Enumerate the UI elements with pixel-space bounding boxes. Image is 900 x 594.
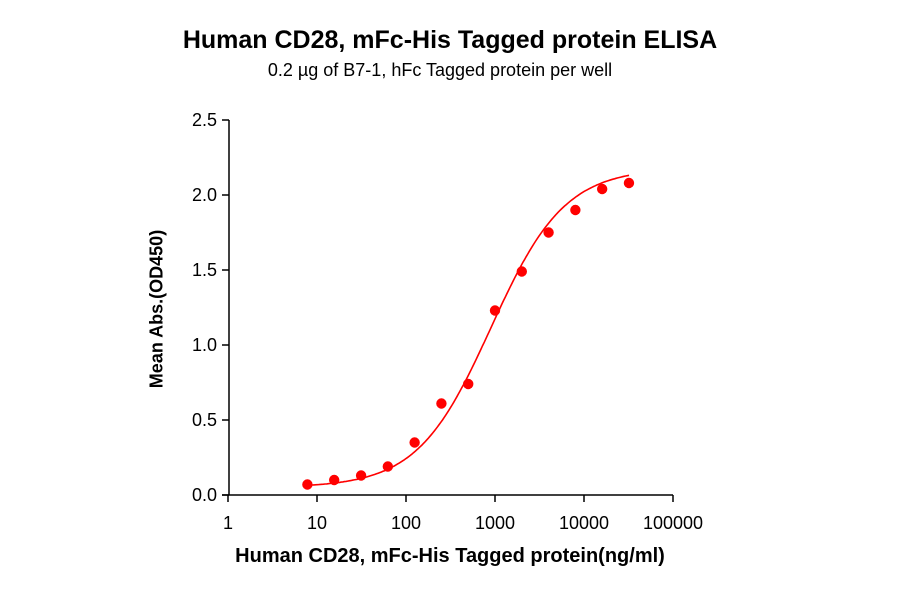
y-tick-label: 2.5: [192, 110, 217, 130]
data-point: [409, 437, 420, 448]
data-point: [543, 227, 554, 238]
y-tick-label: 1.5: [192, 260, 217, 280]
fit-curve: [307, 174, 630, 487]
x-tick-label: 10000: [559, 513, 609, 533]
x-tick-label: 1000: [475, 513, 515, 533]
data-point: [328, 474, 340, 486]
x-tick-label: 100000: [643, 513, 703, 533]
chart-subtitle: 0.2 µg of B7-1, hFc Tagged protein per w…: [267, 60, 613, 80]
data-point: [382, 461, 394, 472]
data-points: [302, 177, 635, 490]
data-point: [596, 183, 608, 195]
data-point: [570, 204, 581, 216]
data-point: [516, 266, 527, 277]
data-point: [436, 398, 447, 409]
x-tick-label: 100: [391, 513, 421, 533]
chart-title: Human CD28, mFc-His Tagged protein ELISA: [182, 26, 718, 54]
x-tick-label: 10: [307, 513, 327, 533]
data-point: [355, 470, 367, 481]
axes: 0.0 0.5 1.0 1.5 2.0 2.5 1 10 100 1000 10000 100000: [192, 110, 703, 533]
data-point: [623, 177, 635, 189]
data-point: [302, 479, 313, 490]
x-axis-label: Human CD28, mFc-His Tagged protein(ng/ml…: [235, 545, 665, 567]
data-point: [463, 378, 474, 390]
data-point: [489, 305, 501, 316]
y-tick-label: 0.0: [192, 485, 217, 505]
y-tick-label: 1.0: [192, 335, 217, 355]
y-tick-label: 2.0: [192, 185, 217, 205]
x-tick-label: 1: [223, 513, 233, 533]
y-tick-label: 0.5: [192, 410, 217, 430]
